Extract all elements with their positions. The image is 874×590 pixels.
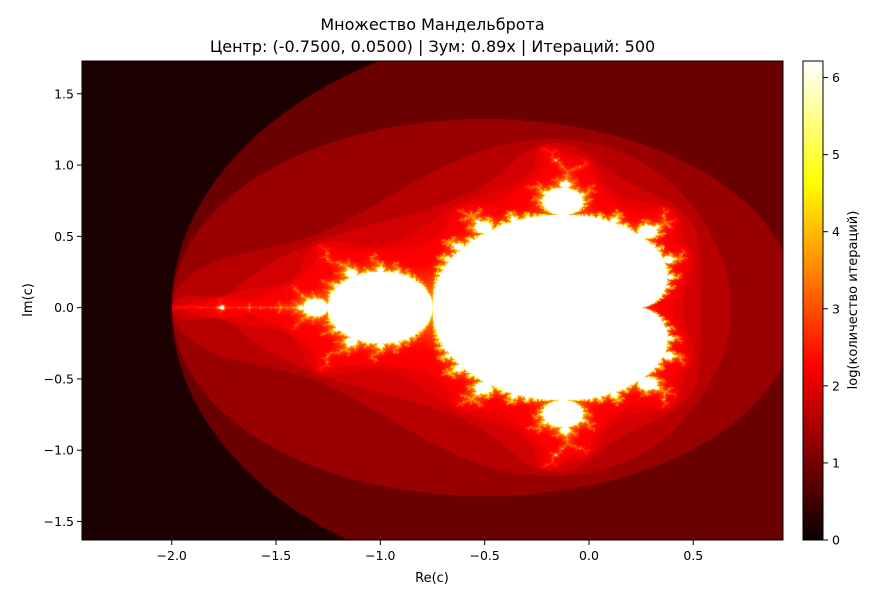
x-tick-label: −2.0 xyxy=(157,548,187,563)
y-tick-label: −1.0 xyxy=(44,443,74,458)
y-tick-label: 0.0 xyxy=(54,300,74,315)
colorbar-tick-label: 1 xyxy=(832,455,840,470)
colorbar-tick-label: 6 xyxy=(832,70,840,85)
y-axis-label: Im(c) xyxy=(21,283,36,317)
x-axis: −2.0 −1.5 −1.0 −0.5 0.0 0.5 xyxy=(157,540,703,563)
y-tick-label: 1.5 xyxy=(54,86,74,101)
mandelbrot-image xyxy=(82,61,783,540)
x-tick-label: 0.5 xyxy=(683,548,703,563)
y-axis: 1.5 1.0 0.5 0.0 −0.5 −1.0 −1.5 xyxy=(44,86,82,529)
y-tick-label: 0.5 xyxy=(54,229,74,244)
plot-area xyxy=(81,60,784,541)
x-tick-label: −1.0 xyxy=(365,548,395,563)
colorbar-tick-label: 3 xyxy=(832,301,840,316)
plot-frame xyxy=(81,60,784,541)
y-tick-label: −0.5 xyxy=(44,371,74,386)
colorbar-tick-label: 2 xyxy=(832,378,840,393)
x-tick-label: 0.0 xyxy=(579,548,599,563)
y-tick-label: −1.5 xyxy=(44,514,74,529)
colorbar-frame xyxy=(802,60,824,541)
x-tick-label: −1.5 xyxy=(261,548,291,563)
chart-title: Множество Мандельброта xyxy=(320,15,545,34)
colorbar-tick-label: 0 xyxy=(832,533,840,548)
chart-subtitle: Центр: (-0.7500, 0.0500) | Зум: 0.89x | … xyxy=(209,37,656,56)
x-axis-label: Re(c) xyxy=(415,571,449,586)
x-tick-label: −0.5 xyxy=(469,548,499,563)
colorbar: 0 1 2 3 4 5 6 log(количество итераций) xyxy=(802,60,861,548)
colorbar-ticks: 0 1 2 3 4 5 6 xyxy=(823,70,840,548)
colorbar-tick-label: 4 xyxy=(832,224,840,239)
colorbar-gradient xyxy=(803,61,823,540)
colorbar-tick-label: 5 xyxy=(832,147,840,162)
colorbar-label: log(количество итераций) xyxy=(846,211,861,390)
y-tick-label: 1.0 xyxy=(54,158,74,173)
